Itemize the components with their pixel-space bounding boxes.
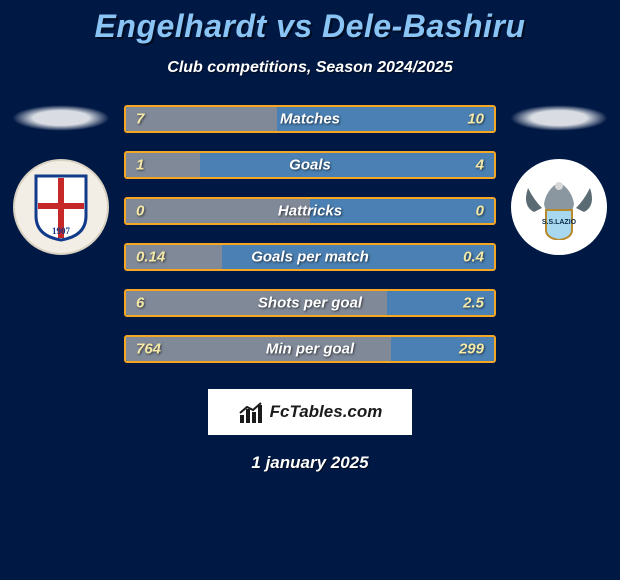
- team-badge-left: 1907: [13, 159, 109, 255]
- root: Engelhardt vs Dele-Bashiru Club competit…: [0, 0, 620, 473]
- right-team-column: S.S.LAZIO: [504, 105, 614, 255]
- stat-label: Shots per goal: [258, 295, 362, 312]
- stat-row: Hattricks 0 0: [124, 197, 496, 225]
- stat-value-right: 10: [467, 111, 484, 128]
- subtitle: Club competitions, Season 2024/2025: [0, 59, 620, 77]
- stat-row: Matches 7 10: [124, 105, 496, 133]
- page-title: Engelhardt vs Dele-Bashiru: [0, 8, 620, 45]
- bar-segment-left: [126, 107, 277, 131]
- stat-row: Min per goal 764 299: [124, 335, 496, 363]
- lazio-eagle-icon: S.S.LAZIO: [516, 174, 602, 240]
- fctables-logo-icon: [238, 401, 264, 423]
- stat-label: Matches: [280, 111, 340, 128]
- team-badge-right: S.S.LAZIO: [511, 159, 607, 255]
- bar-segment-right: [200, 153, 494, 177]
- stat-value-left: 1: [136, 157, 144, 174]
- stat-row: Shots per goal 6 2.5: [124, 289, 496, 317]
- stat-value-left: 0: [136, 203, 144, 220]
- stat-label: Goals: [289, 157, 331, 174]
- stat-row: Goals per match 0.14 0.4: [124, 243, 496, 271]
- stat-value-left: 7: [136, 111, 144, 128]
- footer-brand: FcTables.com: [208, 389, 412, 435]
- comparison-area: 1907 Matches 7 10 Goals 1 4 Hattricks 0 0 Goals p…: [0, 105, 620, 381]
- stat-value-left: 764: [136, 341, 161, 358]
- left-team-column: 1907: [6, 105, 116, 255]
- stat-value-right: 4: [476, 157, 484, 174]
- stat-value-right: 2.5: [463, 295, 484, 312]
- svg-text:S.S.LAZIO: S.S.LAZIO: [542, 219, 577, 226]
- footer-brand-text: FcTables.com: [270, 402, 383, 422]
- stat-bars: Matches 7 10 Goals 1 4 Hattricks 0 0 Goals per ma…: [116, 105, 504, 381]
- shadow-ellipse-left: [12, 105, 110, 131]
- stat-label: Goals per match: [251, 249, 369, 266]
- stat-value-right: 299: [459, 341, 484, 358]
- stat-value-right: 0.4: [463, 249, 484, 266]
- stat-label: Min per goal: [266, 341, 354, 358]
- stat-row: Goals 1 4: [124, 151, 496, 179]
- como-crest-icon: 1907: [32, 172, 90, 242]
- snapshot-date: 1 january 2025: [0, 453, 620, 473]
- shadow-ellipse-right: [510, 105, 608, 131]
- svg-text:1907: 1907: [52, 226, 71, 236]
- stat-value-left: 6: [136, 295, 144, 312]
- stat-value-right: 0: [476, 203, 484, 220]
- stat-value-left: 0.14: [136, 249, 165, 266]
- stat-label: Hattricks: [278, 203, 342, 220]
